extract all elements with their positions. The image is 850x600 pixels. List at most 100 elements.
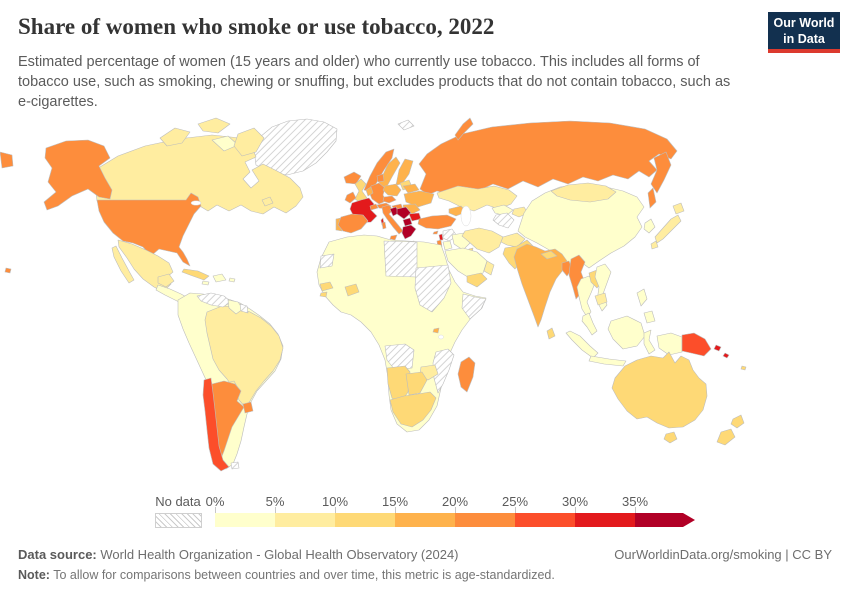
country-borneo[interactable] [607,315,646,350]
legend-bin-25-30%[interactable] [515,513,575,527]
country-sri-lanka[interactable] [546,327,556,340]
country-baja-california[interactable] [111,245,135,284]
country-greece[interactable] [401,224,417,240]
owid-logo[interactable]: Our World in Data [768,12,840,53]
country-papua-new-guinea[interactable] [681,332,712,357]
country-south-africa[interactable] [389,391,437,428]
country-india[interactable] [513,243,568,328]
country-uruguay[interactable] [242,401,254,414]
country-novaya-zemlya[interactable] [454,117,474,141]
country-japan[interactable] [672,202,685,215]
country-suriname[interactable] [239,303,249,314]
country-solomon-islands[interactable] [722,352,730,359]
country-iran[interactable] [461,227,504,254]
country-sicily[interactable] [389,234,398,241]
country-svalbard[interactable] [397,119,415,131]
country-sardinia[interactable] [381,221,387,230]
country-yucatan[interactable] [157,273,175,288]
legend-no-data-swatch[interactable] [155,513,202,528]
country-chile[interactable] [202,377,230,472]
country-fiji[interactable] [740,365,747,371]
country-yemen[interactable] [466,272,488,288]
country-australia[interactable] [611,351,708,429]
country-arctic-island[interactable] [197,117,231,134]
country-turkey[interactable] [417,214,457,230]
country-new-zealand[interactable] [730,414,745,429]
country-philippines[interactable] [643,310,656,324]
country-sudan[interactable] [414,264,452,313]
country-somalia[interactable] [461,293,487,320]
country-cuba[interactable] [181,268,210,281]
country-tasmania[interactable] [663,431,678,444]
country-new-zealand[interactable] [716,428,736,446]
country-burkina-faso[interactable] [344,283,360,297]
country-baffin-island[interactable] [233,127,265,157]
country-jamaica[interactable] [201,280,210,286]
country-solomon-islands[interactable] [713,344,722,352]
country-philippines[interactable] [636,288,648,307]
country-rwanda[interactable] [432,327,440,334]
country-guinea-bissau[interactable] [319,291,328,298]
country-benelux[interactable] [365,186,374,197]
country-hispaniola[interactable] [212,273,227,283]
country-cambodia[interactable] [594,292,608,306]
country-greenland[interactable] [253,118,338,176]
legend-bin-30-35%[interactable] [575,513,635,527]
country-venezuela[interactable] [196,292,232,308]
country-spain[interactable] [337,213,369,234]
country-alaska[interactable] [43,139,113,211]
country-switzerland[interactable] [369,203,379,211]
legend-bin-15-20%[interactable] [395,513,455,527]
legend-bin-10-15%[interactable] [335,513,395,527]
country-sumatra[interactable] [565,330,599,359]
country-cyprus[interactable] [432,230,439,235]
country-albania-macedonia[interactable] [402,217,413,227]
country-angola[interactable] [384,343,415,371]
country-japan[interactable] [654,214,682,244]
country-malaysia[interactable] [581,312,598,336]
legend-bin-0-5%[interactable] [215,513,275,527]
country-jordan[interactable] [442,240,453,251]
country-nepal[interactable] [540,250,558,260]
country-java[interactable] [588,355,627,367]
country-falkland-islands[interactable] [230,461,240,470]
country-turkmenistan[interactable] [492,212,515,229]
country-denmark[interactable] [376,173,385,183]
country-newfoundland[interactable] [261,196,274,207]
country-libya[interactable] [383,240,418,278]
country-czech-slovakia[interactable] [382,195,397,204]
country-ireland[interactable] [344,191,357,204]
country-iceland[interactable] [343,171,362,185]
footer-link[interactable]: OurWorldinData.org/smoking | CC BY [614,547,832,562]
legend-bin-35%+[interactable] [635,513,683,527]
country-west-papua[interactable] [656,332,683,356]
country-russia[interactable] [418,120,678,196]
country-belarus[interactable] [402,183,420,194]
country-arctic-island[interactable] [159,127,191,147]
legend-bin-20-25%[interactable] [455,513,515,527]
country-sakhalin[interactable] [647,187,657,209]
country-hawaii[interactable] [4,267,12,274]
country-senegal[interactable] [319,281,334,292]
country-lebanon[interactable] [438,233,444,241]
country-oman[interactable] [483,260,495,276]
country-brazil[interactable] [204,305,284,408]
country-saudi-arabia[interactable] [444,247,488,280]
country-serbia-bosnia[interactable] [396,206,412,220]
country-russia-wrap[interactable] [0,151,14,169]
country-korea[interactable] [643,218,656,234]
country-mongolia[interactable] [550,182,617,203]
country-guyana[interactable] [227,299,244,315]
country-sulawesi[interactable] [643,329,656,355]
country-western-sahara[interactable] [319,253,335,269]
country-united-kingdom[interactable] [354,178,368,204]
country-poland[interactable] [382,183,402,197]
country-botswana[interactable] [405,371,428,396]
country-japan[interactable] [650,240,659,250]
country-puerto-rico[interactable] [228,277,236,283]
country-madagascar[interactable] [457,356,476,393]
legend-bin-5-10%[interactable] [275,513,335,527]
country-ukraine[interactable] [403,190,435,208]
country-kamchatka[interactable] [650,151,672,194]
country-uzbekistan[interactable] [491,204,514,217]
